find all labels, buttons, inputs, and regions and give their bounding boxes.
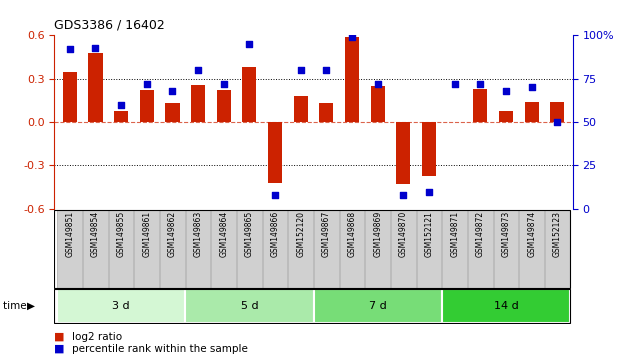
Point <box>476 81 486 87</box>
Bar <box>109 210 134 288</box>
Bar <box>243 67 257 122</box>
Bar <box>499 110 513 122</box>
Point <box>552 119 563 125</box>
Text: time: time <box>3 301 30 311</box>
Text: GSM149865: GSM149865 <box>245 211 254 257</box>
Point <box>296 67 306 73</box>
Point <box>90 45 100 50</box>
Text: percentile rank within the sample: percentile rank within the sample <box>72 344 248 354</box>
Bar <box>263 210 287 288</box>
Bar <box>58 210 82 288</box>
Text: GSM149866: GSM149866 <box>271 211 280 257</box>
Point <box>450 81 460 87</box>
Text: ■: ■ <box>54 332 65 342</box>
Text: 7 d: 7 d <box>369 301 387 311</box>
Bar <box>289 210 313 288</box>
Bar <box>550 102 564 122</box>
Bar <box>57 289 186 323</box>
Bar <box>140 90 154 122</box>
Text: GSM149870: GSM149870 <box>399 211 408 257</box>
Text: 3 d: 3 d <box>112 301 130 311</box>
Text: GSM149871: GSM149871 <box>451 211 460 257</box>
Text: GSM149874: GSM149874 <box>527 211 536 257</box>
Bar <box>340 210 364 288</box>
Text: GSM152120: GSM152120 <box>296 211 305 257</box>
Bar <box>186 289 314 323</box>
Bar <box>396 122 410 184</box>
Point <box>167 88 177 94</box>
Text: GSM152123: GSM152123 <box>553 211 562 257</box>
Bar <box>211 210 236 288</box>
Text: GSM149861: GSM149861 <box>142 211 151 257</box>
Point <box>372 81 383 87</box>
Bar <box>83 210 108 288</box>
Bar <box>442 210 467 288</box>
Bar <box>134 210 159 288</box>
Text: GSM149851: GSM149851 <box>65 211 74 257</box>
Point <box>270 192 280 198</box>
Bar <box>314 210 339 288</box>
Point <box>65 46 75 52</box>
Bar <box>114 110 128 122</box>
Bar <box>345 37 359 122</box>
Point <box>321 67 332 73</box>
Bar <box>294 96 308 122</box>
Text: GSM149869: GSM149869 <box>373 211 382 257</box>
Bar <box>88 53 102 122</box>
Bar <box>365 210 390 288</box>
Bar <box>468 210 493 288</box>
Bar <box>191 85 205 122</box>
Point <box>347 34 357 40</box>
Text: GDS3386 / 16402: GDS3386 / 16402 <box>54 19 165 32</box>
Text: ■: ■ <box>54 344 65 354</box>
Bar <box>237 210 262 288</box>
Text: GSM149862: GSM149862 <box>168 211 177 257</box>
Bar <box>442 289 570 323</box>
Point <box>398 192 408 198</box>
Text: 5 d: 5 d <box>241 301 259 311</box>
Bar <box>217 90 231 122</box>
Point <box>424 189 434 194</box>
Bar <box>186 210 211 288</box>
Text: GSM152121: GSM152121 <box>424 211 433 257</box>
Point <box>244 41 255 47</box>
Text: GSM149854: GSM149854 <box>91 211 100 257</box>
Point <box>193 67 204 73</box>
Bar <box>63 72 77 122</box>
Bar <box>160 210 185 288</box>
Bar <box>391 210 416 288</box>
Text: GSM149873: GSM149873 <box>502 211 511 257</box>
Bar <box>474 89 488 122</box>
Bar <box>371 86 385 122</box>
Text: GSM149863: GSM149863 <box>194 211 203 257</box>
Point <box>219 81 229 87</box>
Bar <box>268 122 282 183</box>
Bar <box>545 210 570 288</box>
Text: GSM149867: GSM149867 <box>322 211 331 257</box>
Bar <box>417 210 442 288</box>
Point <box>501 88 511 94</box>
Bar <box>319 103 333 122</box>
Text: GSM149855: GSM149855 <box>116 211 125 257</box>
Bar <box>525 102 539 122</box>
Bar <box>314 289 442 323</box>
Text: GSM149872: GSM149872 <box>476 211 485 257</box>
Text: ▶: ▶ <box>27 301 35 311</box>
Text: 14 d: 14 d <box>493 301 518 311</box>
Text: GSM149868: GSM149868 <box>348 211 356 257</box>
Bar <box>520 210 544 288</box>
Point <box>527 85 537 90</box>
Point <box>141 81 152 87</box>
Bar <box>165 103 179 122</box>
Bar <box>422 122 436 176</box>
Point <box>116 102 126 108</box>
Text: GSM149864: GSM149864 <box>220 211 228 257</box>
Text: log2 ratio: log2 ratio <box>72 332 122 342</box>
Bar <box>493 210 518 288</box>
